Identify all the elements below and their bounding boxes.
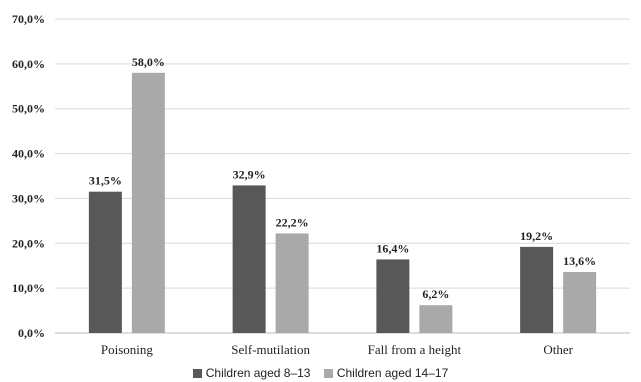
data-labels: 31,5% 58,0% 32,9% 22,2% 16,4% 6,2% 19,2% 13,6% <box>89 55 596 301</box>
bar-series-2 <box>419 305 453 333</box>
data-label: 31,5% <box>89 174 122 188</box>
legend-label-series-1: Children aged 8–13 <box>205 366 311 380</box>
y-tick-label: 60,0% <box>12 57 45 71</box>
legend-swatch-series-2 <box>323 368 333 378</box>
y-tick-label: 30,0% <box>12 191 45 205</box>
x-category-label: Other <box>543 342 573 357</box>
bar-series-1 <box>520 246 554 333</box>
y-tick-label: 20,0% <box>12 236 45 250</box>
data-label: 32,9% <box>233 167 266 181</box>
x-category-label: Self-mutilation <box>231 342 310 357</box>
data-label: 6,2% <box>422 287 449 301</box>
y-tick-label: 10,0% <box>12 281 45 295</box>
legend-item-series-1: Children aged 8–13 <box>192 366 311 380</box>
x-axis-categories: Poisoning Self-mutilation Fall from a heig… <box>101 342 574 357</box>
bar-series-2 <box>275 233 309 333</box>
bar-series-1 <box>88 191 122 333</box>
y-tick-label: 0,0% <box>18 326 45 340</box>
legend-label-series-2: Children aged 14–17 <box>336 366 449 380</box>
y-tick-label: 50,0% <box>12 102 45 116</box>
data-label: 58,0% <box>132 55 165 69</box>
y-axis-ticks: 0,0% 10,0% 20,0% 30,0% 40,0% 50,0% 60,0% 70,0% <box>12 12 45 340</box>
bar-series-1 <box>232 185 266 333</box>
y-tick-label: 40,0% <box>12 147 45 161</box>
y-tick-label: 70,0% <box>12 12 45 26</box>
data-label: 13,6% <box>563 254 596 268</box>
bar-series-2 <box>563 271 597 333</box>
bar-series-2 <box>131 72 165 333</box>
data-label: 19,2% <box>520 229 553 243</box>
bars <box>88 72 597 333</box>
x-category-label: Poisoning <box>101 342 154 357</box>
x-category-label: Fall from a height <box>368 342 462 357</box>
data-label: 16,4% <box>376 241 409 255</box>
legend-item-series-2: Children aged 14–17 <box>323 366 449 380</box>
legend-swatch-series-1 <box>192 368 202 378</box>
legend: Children aged 8–13 Children aged 14–17 <box>0 366 641 381</box>
bar-series-1 <box>376 259 410 333</box>
data-label: 22,2% <box>276 215 309 229</box>
